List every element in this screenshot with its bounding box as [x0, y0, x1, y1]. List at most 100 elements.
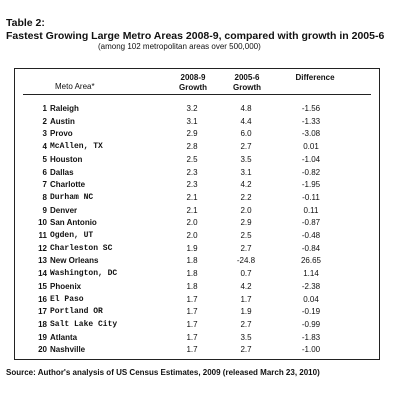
- growth-2008-9-cell: 1.7: [186, 294, 198, 304]
- rank-cell: 20: [38, 345, 47, 355]
- rank-cell: 9: [42, 205, 47, 215]
- table-row: 9 Denver 2.1 2.0 0.11: [15, 205, 379, 217]
- growth-2005-6-cell: 4.4: [240, 116, 252, 126]
- rank-cell: 15: [38, 281, 47, 291]
- area-cell: Charlotte: [50, 180, 86, 190]
- source-note: Source: Author's analysis of US Census E…: [6, 368, 320, 377]
- table-row: 4 McAllen, TX 2.8 2.7 0.01: [15, 141, 379, 153]
- area-cell: Provo: [50, 129, 73, 139]
- growth-2005-6-cell: 2.9: [240, 218, 252, 228]
- table-row: 18 Salt Lake City 1.7 2.7 -0.99: [15, 319, 379, 331]
- growth-2005-6-cell: 2.7: [240, 345, 252, 355]
- table-row: 14 Washington, DC 1.8 0.7 1.14: [15, 268, 379, 280]
- growth-2005-6-cell: 4.8: [240, 104, 252, 113]
- growth-2008-9-cell: 3.1: [186, 116, 198, 126]
- area-cell: Dallas: [50, 167, 74, 177]
- area-cell: Salt Lake City: [50, 319, 118, 329]
- table-row: 7 Charlotte 2.3 4.2 -1.95: [15, 179, 379, 191]
- area-cell: Durham NC: [50, 192, 94, 202]
- growth-2008-9-cell: 2.0: [186, 218, 198, 228]
- difference-cell: -3.08: [301, 129, 321, 139]
- difference-cell: 0.04: [303, 294, 319, 304]
- growth-2008-9-cell: 2.9: [186, 129, 198, 139]
- growth-2005-6-cell: 2.2: [240, 192, 252, 202]
- growth-2005-6-cell: 2.7: [240, 142, 252, 152]
- difference-cell: -0.19: [301, 307, 321, 317]
- table-row: 6 Dallas 2.3 3.1 -0.82: [15, 167, 379, 179]
- growth-2005-6-cell: 2.7: [240, 243, 252, 253]
- growth-2005-6-cell: 2.7: [240, 319, 252, 329]
- header-divider: [23, 94, 371, 95]
- area-cell: New Orleans: [50, 256, 99, 266]
- rank-cell: 10: [38, 218, 47, 228]
- rank-cell: 2: [42, 116, 47, 126]
- growth-2008-9-cell: 2.0: [186, 231, 198, 240]
- rank-cell: 8: [42, 192, 47, 202]
- area-cell: Charleston SC: [50, 243, 113, 253]
- column-header-difference: Difference: [295, 73, 335, 82]
- area-cell: Raleigh: [50, 104, 79, 113]
- growth-2005-6-cell: 4.2: [240, 180, 252, 190]
- difference-cell: -2.38: [301, 281, 321, 291]
- table-heading: Table 2: Fastest Growing Large Metro Are…: [6, 17, 398, 52]
- table-title: Fastest Growing Large Metro Areas 2008-9…: [6, 29, 385, 42]
- column-header-growth-2008-9-line1: 2008-9: [180, 73, 206, 82]
- column-header-growth-2005-6: 2005-6 Growth: [227, 73, 267, 92]
- growth-2008-9-cell: 1.9: [186, 243, 198, 253]
- table-row: 12 Charleston SC 1.9 2.7 -0.84: [15, 243, 379, 255]
- difference-cell: 0.11: [303, 205, 319, 215]
- difference-cell: 26.65: [300, 256, 322, 266]
- table-row: 10 San Antonio 2.0 2.9 -0.87: [15, 217, 379, 229]
- data-table: Meto Area* 2008-9 Growth 2005-6 Growth D…: [14, 68, 380, 360]
- table-row: 19 Atlanta 1.7 3.5 -1.83: [15, 332, 379, 344]
- growth-2008-9-cell: 2.1: [186, 205, 198, 215]
- growth-2005-6-cell: 2.5: [240, 231, 252, 240]
- difference-cell: -1.04: [301, 154, 321, 164]
- difference-cell: -0.87: [301, 218, 321, 228]
- table-row: 20 Nashville 1.7 2.7 -1.00: [15, 344, 379, 356]
- growth-2005-6-cell: 0.7: [240, 269, 252, 279]
- table-row: 17 Portland OR 1.7 1.9 -0.19: [15, 306, 379, 318]
- area-cell: Austin: [50, 116, 75, 126]
- difference-cell: 1.14: [303, 269, 319, 279]
- rank-cell: 11: [38, 231, 47, 240]
- difference-cell: 0.01: [303, 142, 319, 152]
- difference-cell: -1.33: [301, 116, 321, 126]
- table-row: 15 Phoenix 1.8 4.2 -2.38: [15, 281, 379, 293]
- table-label: Table 2:: [6, 17, 45, 29]
- rank-cell: 16: [38, 294, 47, 304]
- area-cell: Ogden, UT: [50, 231, 94, 240]
- rank-cell: 7: [42, 180, 47, 190]
- growth-2005-6-cell: 3.5: [240, 154, 252, 164]
- growth-2005-6-cell: 4.2: [240, 281, 252, 291]
- growth-2005-6-cell: 6.0: [240, 129, 252, 139]
- growth-2005-6-cell: -24.8: [236, 256, 256, 266]
- growth-2005-6-cell: 1.9: [240, 307, 252, 317]
- area-cell: Portland OR: [50, 307, 103, 317]
- area-cell: Phoenix: [50, 281, 82, 291]
- growth-2008-9-cell: 3.2: [186, 104, 198, 113]
- difference-cell: -0.84: [301, 243, 321, 253]
- difference-cell: -0.99: [301, 319, 321, 329]
- growth-2008-9-cell: 1.7: [186, 332, 198, 342]
- area-cell: El Paso: [50, 294, 84, 304]
- difference-cell: -1.83: [301, 332, 321, 342]
- rank-cell: 14: [38, 269, 47, 279]
- difference-cell: -1.56: [301, 104, 321, 113]
- table-row: 8 Durham NC 2.1 2.2 -0.11: [15, 192, 379, 204]
- growth-2008-9-cell: 2.5: [186, 154, 198, 164]
- growth-2005-6-cell: 1.7: [240, 294, 252, 304]
- area-cell: Atlanta: [50, 332, 78, 342]
- growth-2008-9-cell: 2.3: [186, 180, 198, 190]
- table-row: 3 Provo 2.9 6.0 -3.08: [15, 128, 379, 140]
- table-row: 2 Austin 3.1 4.4 -1.33: [15, 116, 379, 128]
- column-header-area: Meto Area*: [55, 82, 95, 91]
- area-cell: Denver: [50, 205, 78, 215]
- rank-cell: 13: [38, 256, 47, 266]
- rank-cell: 3: [42, 129, 47, 139]
- column-header-growth-2008-9: 2008-9 Growth: [173, 73, 213, 92]
- column-header-growth-2005-6-line1: 2005-6: [234, 73, 260, 82]
- area-cell: San Antonio: [50, 218, 97, 228]
- rank-cell: 6: [42, 167, 47, 177]
- growth-2008-9-cell: 1.8: [186, 269, 198, 279]
